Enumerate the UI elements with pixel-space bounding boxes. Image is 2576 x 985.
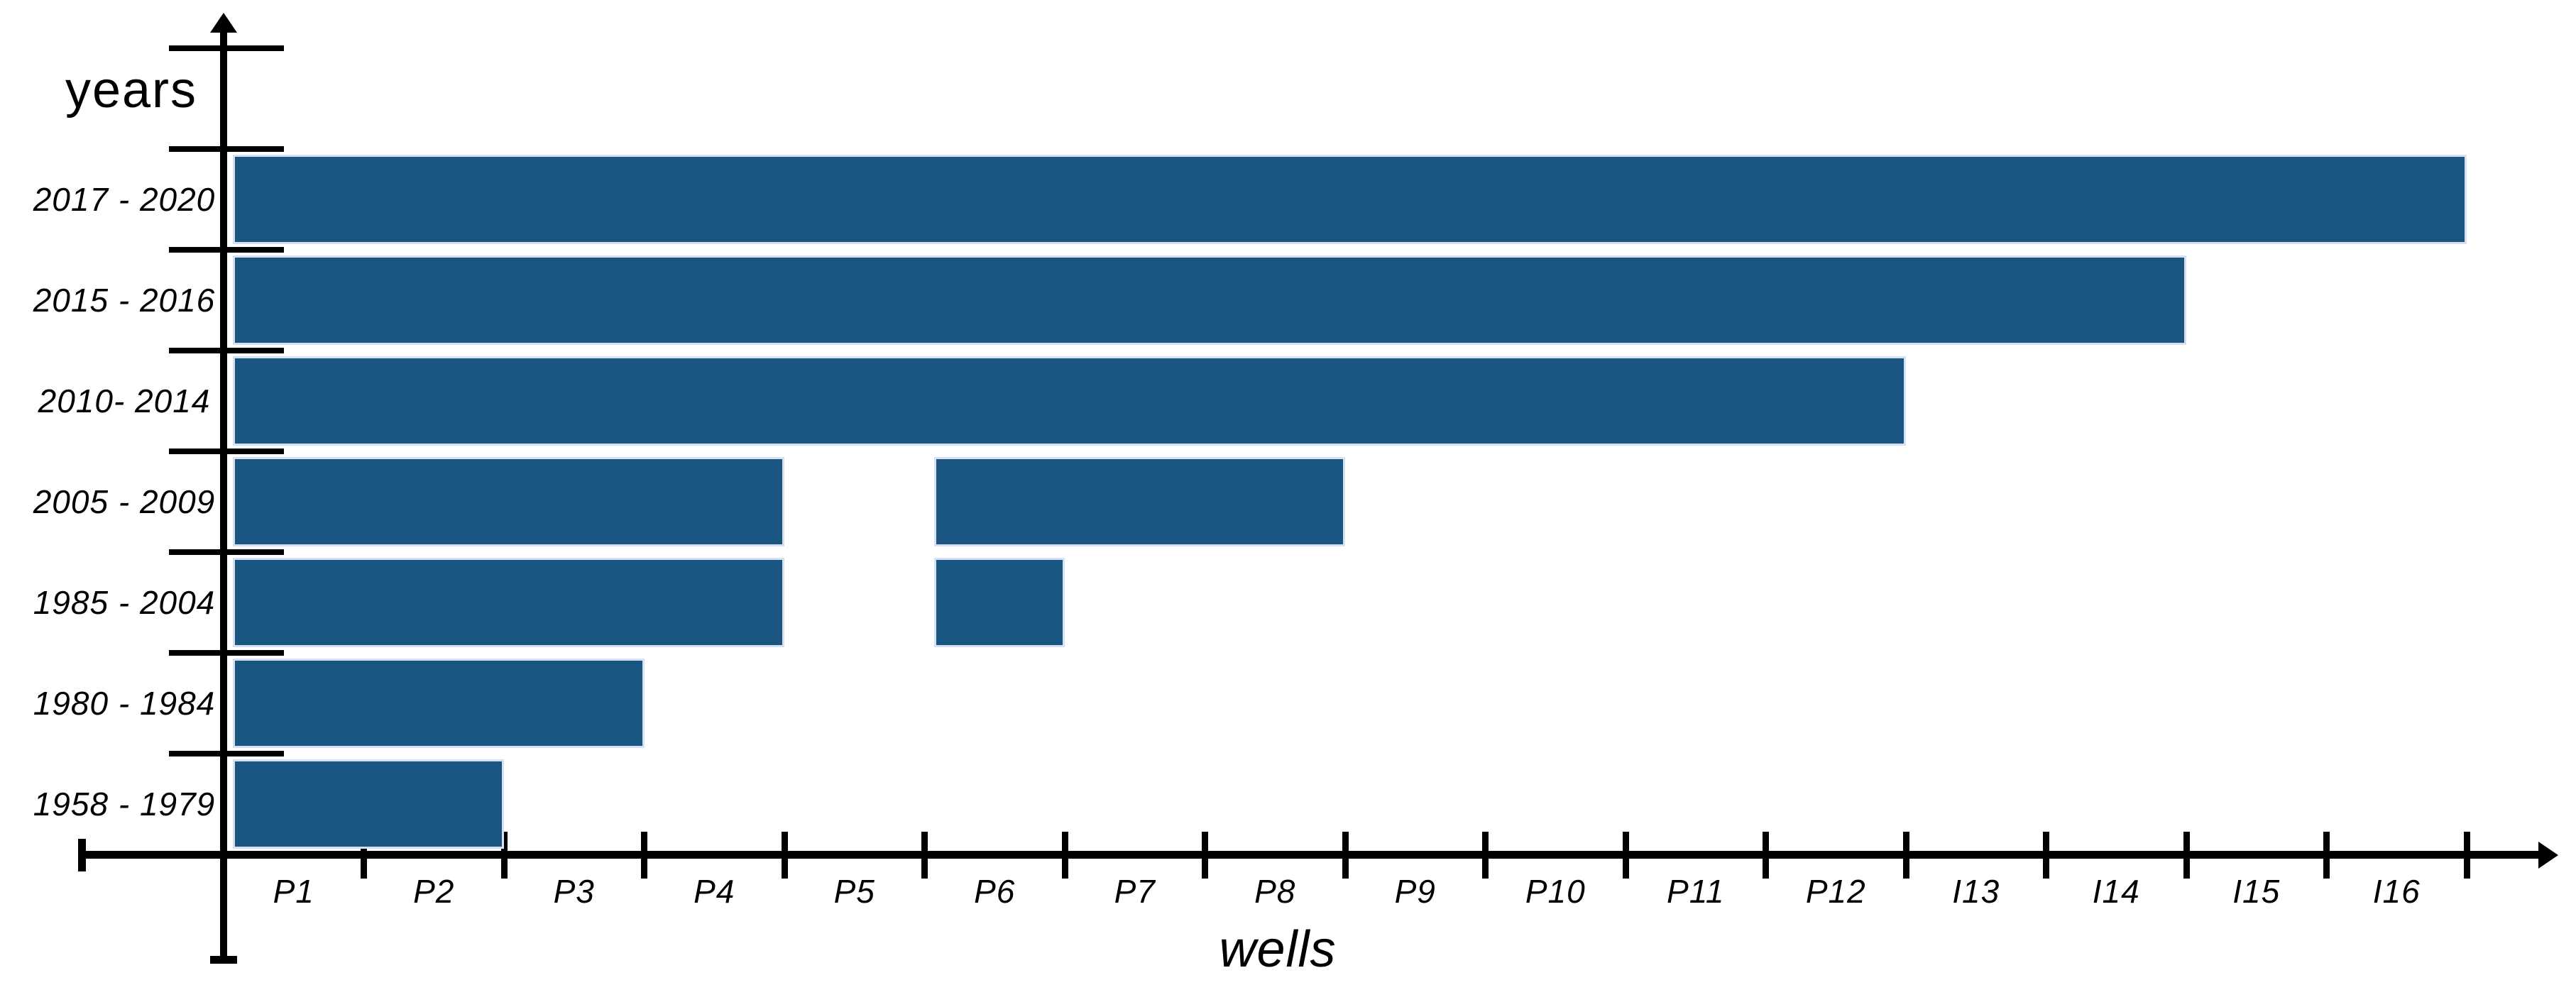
y-axis-tick bbox=[169, 449, 284, 454]
x-tick-label-p11: P11 bbox=[1667, 873, 1725, 910]
bar-segment bbox=[233, 255, 2186, 345]
y-axis-tick bbox=[169, 549, 284, 555]
y-axis-tick bbox=[169, 751, 284, 756]
x-tick-label-p9: P9 bbox=[1394, 873, 1436, 910]
x-axis-title: wells bbox=[1219, 921, 1337, 978]
x-tick-label-p10: P10 bbox=[1525, 873, 1586, 910]
x-axis-tick bbox=[641, 832, 647, 879]
x-axis-line bbox=[80, 851, 2541, 859]
year-range-label: 2015 - 2016 bbox=[33, 282, 216, 319]
x-axis-tick bbox=[2323, 832, 2330, 879]
x-tick-label-p12: P12 bbox=[1805, 873, 1866, 910]
year-range-label: 2005 - 2009 bbox=[33, 483, 216, 520]
x-axis-tick bbox=[1902, 832, 1909, 879]
year-range-label: 2017 - 2020 bbox=[33, 181, 216, 218]
x-tick-label-i15: I15 bbox=[2232, 873, 2281, 910]
x-axis-tick bbox=[500, 832, 508, 879]
y-axis-line bbox=[220, 26, 227, 959]
year-range-label: 1958 - 1979 bbox=[33, 786, 216, 822]
x-axis-tick bbox=[1342, 832, 1349, 879]
x-tick-label-p4: P4 bbox=[694, 873, 735, 910]
x-axis-arrow-icon bbox=[2538, 842, 2558, 869]
x-tick-label-p8: P8 bbox=[1254, 873, 1296, 910]
y-axis-tick bbox=[169, 247, 284, 253]
x-axis-tick bbox=[2463, 832, 2470, 879]
x-axis-tick bbox=[921, 832, 928, 879]
x-tick-label-i14: I14 bbox=[2092, 873, 2140, 910]
x-axis-tick bbox=[1202, 832, 1208, 879]
x-tick-label-i16: I16 bbox=[2372, 873, 2421, 910]
bar-segment bbox=[233, 659, 645, 748]
x-axis-tick bbox=[2043, 832, 2049, 879]
bar-segment bbox=[233, 155, 2467, 244]
y-axis-tick bbox=[169, 650, 284, 656]
x-tick-label-p7: P7 bbox=[1114, 873, 1156, 910]
x-axis-tick bbox=[1482, 832, 1489, 879]
y-axis-tick bbox=[169, 348, 284, 353]
year-range-label: 1985 - 2004 bbox=[33, 584, 216, 621]
x-axis-tick bbox=[781, 832, 788, 879]
x-axis-tick bbox=[1622, 832, 1629, 879]
x-tick-label-p3: P3 bbox=[553, 873, 595, 910]
x-axis-tick bbox=[1061, 832, 1068, 879]
y-axis-title: years bbox=[65, 62, 198, 119]
x-tick-label-p6: P6 bbox=[974, 873, 1016, 910]
x-axis-tick bbox=[361, 832, 367, 879]
bar-segment bbox=[233, 457, 784, 546]
y-axis-bottom-end-cap bbox=[210, 956, 237, 964]
x-axis-left-end-cap bbox=[78, 839, 86, 871]
x-tick-label-i13: I13 bbox=[1952, 873, 2000, 910]
x-axis-tick bbox=[2183, 832, 2190, 879]
x-axis-tick bbox=[1763, 832, 1769, 879]
x-tick-label-p2: P2 bbox=[413, 873, 455, 910]
y-axis-tick bbox=[169, 146, 284, 152]
bar-segment bbox=[233, 356, 1906, 446]
y-axis-arrow-icon bbox=[210, 13, 237, 33]
year-range-label: 1980 - 1984 bbox=[33, 685, 216, 722]
bar-segment bbox=[933, 457, 1345, 546]
year-range-label: 2010- 2014 bbox=[38, 383, 211, 419]
x-tick-label-p1: P1 bbox=[273, 873, 314, 910]
bar-segment bbox=[233, 759, 504, 849]
x-tick-label-p5: P5 bbox=[833, 873, 875, 910]
bar-segment bbox=[233, 558, 784, 647]
y-axis-tick bbox=[169, 45, 284, 51]
bar-segment bbox=[933, 558, 1065, 647]
